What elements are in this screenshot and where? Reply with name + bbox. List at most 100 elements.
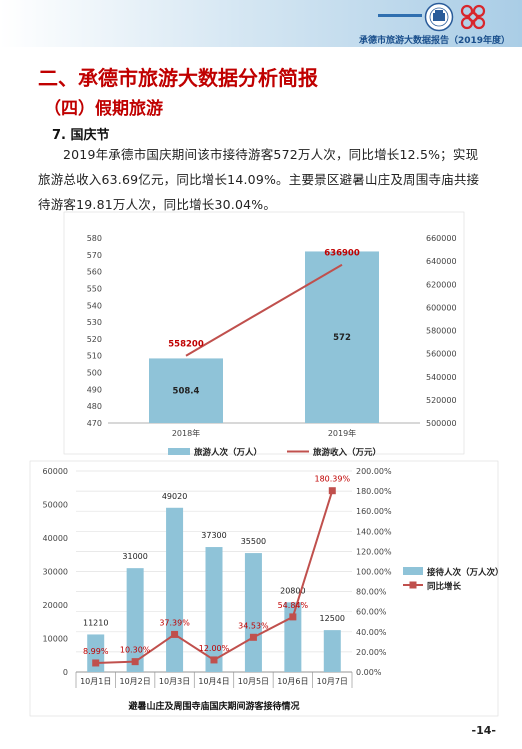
chart1-left-tick-label: 520 [87, 335, 102, 344]
chart2-bar [244, 553, 262, 672]
chart2-category-label: 10月5日 [238, 677, 269, 686]
chart1-right-tick-label: 640000 [426, 257, 457, 266]
page-number: -14- [471, 724, 496, 737]
chart2-bar-label: 37300 [201, 531, 226, 540]
chart2-growth-marker [210, 656, 218, 664]
chart2-right-tick-label: 60.00% [356, 608, 387, 617]
chart2-left-tick-label: 50000 [43, 501, 68, 510]
chart2-growth-marker [328, 487, 336, 495]
chart1-category-label: 2018年 [172, 428, 200, 438]
chart1-left-tick-label: 470 [87, 419, 102, 428]
chart1-right-tick-label: 500000 [426, 419, 457, 428]
chart2-category-label: 10月1日 [80, 677, 111, 686]
chart2-bar-label: 49020 [162, 492, 187, 501]
chart2-right-tick-label: 100.00% [356, 568, 392, 577]
chart1-category-label: 2019年 [328, 428, 356, 438]
chart2-right-tick-label: 140.00% [356, 527, 392, 536]
chart2-legend-line-label: 同比增长 [427, 581, 462, 592]
chart2-category-label: 10月2日 [120, 677, 151, 686]
chart2-category-label: 10月3日 [159, 677, 190, 686]
chart2-left-tick-label: 60000 [43, 467, 68, 476]
chart1-right-tick-label: 540000 [426, 373, 457, 382]
chart2-growth-marker [131, 658, 139, 666]
chart2-title: 避暑山庄及周围寺庙国庆期间游客接待情况 [128, 700, 299, 712]
chart1-right-tick-label: 520000 [426, 396, 457, 405]
chart2-bar-label: 20800 [280, 586, 305, 595]
section-heading: 二、承德市旅游大数据分析简报 [38, 66, 318, 90]
chart1-left-tick-label: 580 [87, 234, 102, 243]
chart1-right-tick-label: 600000 [426, 303, 457, 312]
chart2-line-label: 37.39% [159, 618, 190, 627]
chart1-left-tick-label: 510 [87, 352, 102, 361]
chart2-right-tick-label: 160.00% [356, 507, 392, 516]
chart1-right-tick-label: 620000 [426, 280, 457, 289]
chart2-growth-marker [249, 633, 257, 641]
chart2-right-tick-label: 80.00% [356, 588, 387, 597]
chart1-left-tick-label: 570 [87, 251, 102, 260]
chart1-right-tick-label: 580000 [426, 327, 457, 336]
chart2-line-label: 8.99% [83, 647, 109, 656]
chart1-left-tick-label: 490 [87, 385, 102, 394]
body-paragraph: 2019年承德市国庆期间该市接待游客572万人次，同比增长12.5%；实现旅游总… [38, 147, 480, 212]
chart1-bar-label: 572 [333, 333, 351, 343]
chart2-right-tick-label: 180.00% [356, 487, 392, 496]
chart1-revenue-line [185, 263, 343, 357]
chart1-left-tick-label: 480 [87, 402, 102, 411]
chart2-left-tick-label: 10000 [43, 635, 68, 644]
chart2-right-tick-label: 200.00% [356, 467, 392, 476]
chart1-bar-label: 508.4 [173, 387, 200, 397]
chart2-line-label: 54.84% [278, 601, 309, 610]
chart2-bar-label: 35500 [241, 537, 266, 546]
chart1-frame [63, 211, 465, 455]
chart2-bar [284, 602, 302, 672]
chart2-bar [166, 507, 184, 672]
chart2-right-tick-label: 20.00% [356, 648, 387, 657]
chart2-growth-marker [92, 659, 100, 667]
chart2-right-tick-label: 0.00% [356, 668, 382, 677]
chart2-line-label: 34.53% [238, 621, 269, 630]
chart2-legend-bar-label: 接待人次（万人次） [427, 567, 504, 578]
chart2-bar-label: 31000 [122, 552, 147, 561]
chart1-left-tick-label: 550 [87, 284, 102, 293]
chart2-line-label: 180.39% [314, 475, 350, 484]
chart2-left-tick-label: 0 [63, 668, 68, 677]
emblem-seal-icon [424, 2, 454, 32]
chart2-line-label: 12.00% [199, 644, 230, 653]
chart1-left-tick-label: 540 [87, 301, 102, 310]
chart2-line-label: 10.30% [120, 646, 151, 655]
china-unicom-logo-icon [460, 4, 486, 30]
chart2-right-tick-label: 120.00% [356, 547, 392, 556]
chart1-right-tick-label: 660000 [426, 234, 457, 243]
chart1-left-tick-label: 530 [87, 318, 102, 327]
chart2-category-label: 10月6日 [277, 677, 308, 686]
chart1-right-tick-label: 560000 [426, 350, 457, 359]
chart2-bar [126, 568, 144, 672]
chart1-left-tick-label: 500 [87, 369, 102, 378]
chart1-line-label: 558200 [168, 340, 204, 350]
chart2-bar [323, 630, 341, 672]
chart2-category-label: 10月4日 [198, 677, 229, 686]
chart2-left-tick-label: 30000 [43, 568, 68, 577]
header-decoration [378, 14, 422, 17]
chart2-growth-marker [289, 613, 297, 621]
topic-heading: 7. 国庆节 [52, 128, 110, 143]
chart2-legend-bar-swatch [403, 567, 423, 575]
chart2-left-tick-label: 20000 [43, 601, 68, 610]
chart1-legend-bar-label: 旅游人次（万人） [193, 447, 262, 458]
chart2-left-tick-label: 40000 [43, 534, 68, 543]
chart1-legend-line-label: 旅游收入（万元） [312, 447, 381, 458]
header-title: 承德市旅游大数据报告（2019年度） [358, 36, 510, 46]
chart2-bar [205, 547, 223, 672]
chart2-frame [29, 460, 499, 717]
chart2-bar-label: 11210 [83, 618, 108, 627]
chart2-right-tick-label: 40.00% [356, 628, 387, 637]
chart2-legend-marker [409, 581, 417, 589]
chart2-bar-label: 12500 [320, 614, 345, 623]
chart2-growth-marker [171, 630, 179, 638]
chart1-legend-bar-swatch [168, 448, 190, 455]
chart2-category-label: 10月7日 [317, 677, 348, 686]
chart1-left-tick-label: 560 [87, 268, 102, 277]
chart1-line-label: 636900 [324, 249, 360, 259]
subsection-heading: （四）假期旅游 [44, 99, 163, 119]
